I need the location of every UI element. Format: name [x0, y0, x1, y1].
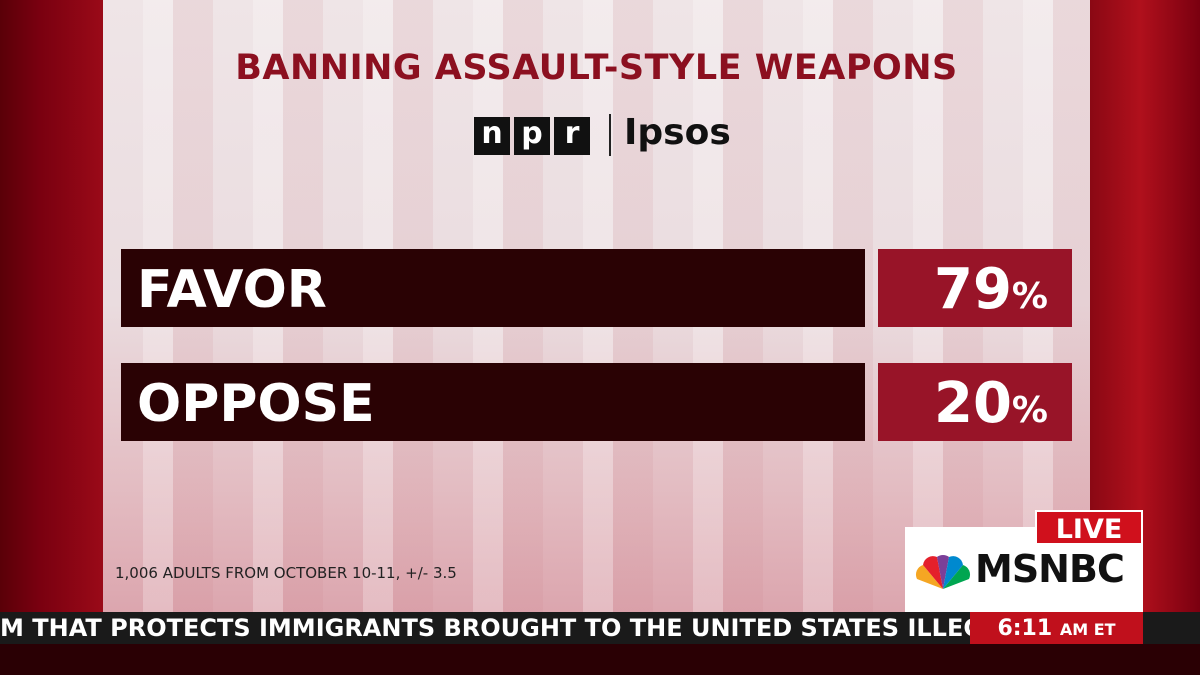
bottom-band [0, 644, 1200, 675]
npr-letter: n [474, 117, 510, 155]
time-zone: AM ET [1059, 620, 1116, 639]
row-value: 79% [878, 249, 1072, 327]
logo-divider [609, 114, 611, 156]
time: 6:11 [997, 616, 1053, 641]
row: OPPOSE 20% [121, 363, 1072, 441]
row-value: 20% [878, 363, 1072, 441]
row-label: OPPOSE [121, 363, 865, 441]
ipsos-logo: Ipsos [624, 112, 731, 153]
value-number: 79 [933, 257, 1012, 322]
title: BANNING ASSAULT-STYLE WEAPONS [235, 48, 958, 88]
value-unit: % [1011, 276, 1048, 317]
ticker: M THAT PROTECTS IMMIGRANTS BROUGHT TO TH… [0, 612, 1200, 644]
live-badge: LIVE [1035, 510, 1143, 545]
network-name: MSNBC [975, 547, 1125, 591]
footnote: 1,006 ADULTS FROM OCTOBER 10-11, +/- 3.5 [115, 564, 457, 582]
npr-letter: r [554, 117, 590, 155]
peacock-icon [915, 555, 971, 589]
value-unit: % [1011, 390, 1048, 431]
row: FAVOR 79% [121, 249, 1072, 327]
npr-letter: p [514, 117, 550, 155]
row-label: FAVOR [121, 249, 865, 327]
clock: 6:11 AM ET [970, 612, 1143, 644]
value-number: 20 [933, 371, 1012, 436]
ticker-text: M THAT PROTECTS IMMIGRANTS BROUGHT TO TH… [0, 614, 1091, 642]
